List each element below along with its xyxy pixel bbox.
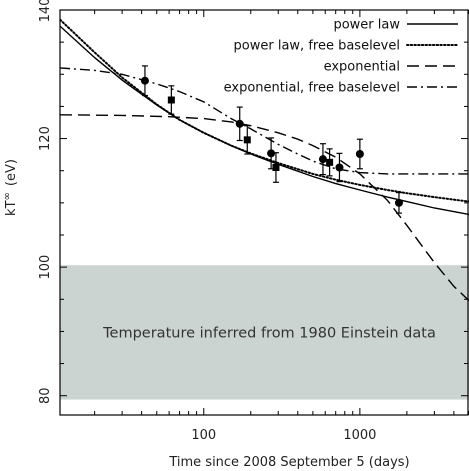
legend: power law power law, free baselevel expone… — [224, 18, 459, 96]
y-axis-title-unit: (eV) — [4, 159, 19, 186]
y-axis-title: kT∞ (eV) — [2, 159, 20, 216]
data-point-square — [272, 164, 280, 171]
x-tick-label: 1000 — [343, 428, 376, 443]
data-point-circle — [235, 119, 244, 128]
model-curve-1 — [60, 25, 469, 216]
data-point-circle — [267, 149, 276, 158]
y-axis-title-main: kT — [4, 200, 19, 216]
data-point-circle — [394, 198, 403, 207]
y-tick-label: 140 — [38, 0, 53, 22]
einstein-temperature-band — [60, 265, 469, 400]
y-tick-label: 80 — [38, 387, 53, 404]
y-axis-title-super: ∞ — [2, 192, 13, 200]
legend-label: power law, free baselevel — [234, 39, 400, 54]
data-point-circle — [335, 163, 344, 172]
data-point-circle — [355, 150, 364, 158]
data-points — [140, 76, 403, 207]
model-curves — [60, 18, 469, 302]
data-point-square — [243, 136, 251, 144]
tick-labels: 100 1000 80 100 120 140 — [38, 0, 376, 443]
data-point-square — [167, 96, 175, 104]
legend-label: power law — [333, 18, 400, 33]
axis-ticks — [60, 9, 469, 415]
legend-label: exponential — [324, 60, 400, 75]
model-curve-2 — [60, 18, 469, 203]
y-tick-label: 120 — [38, 126, 53, 151]
model-curve-3 — [60, 114, 469, 302]
data-point-circle — [140, 76, 149, 85]
band-label: Temperature inferred from 1980 Einstein … — [102, 325, 436, 341]
legend-label: exponential, free baselevel — [224, 81, 400, 96]
data-point-circle — [318, 155, 327, 164]
x-tick-label: 100 — [191, 428, 216, 443]
x-axis-title: Time since 2008 September 5 (days) — [168, 455, 409, 470]
plot-frame — [59, 9, 469, 416]
data-point-square — [326, 158, 334, 166]
y-tick-label: 100 — [38, 255, 53, 280]
